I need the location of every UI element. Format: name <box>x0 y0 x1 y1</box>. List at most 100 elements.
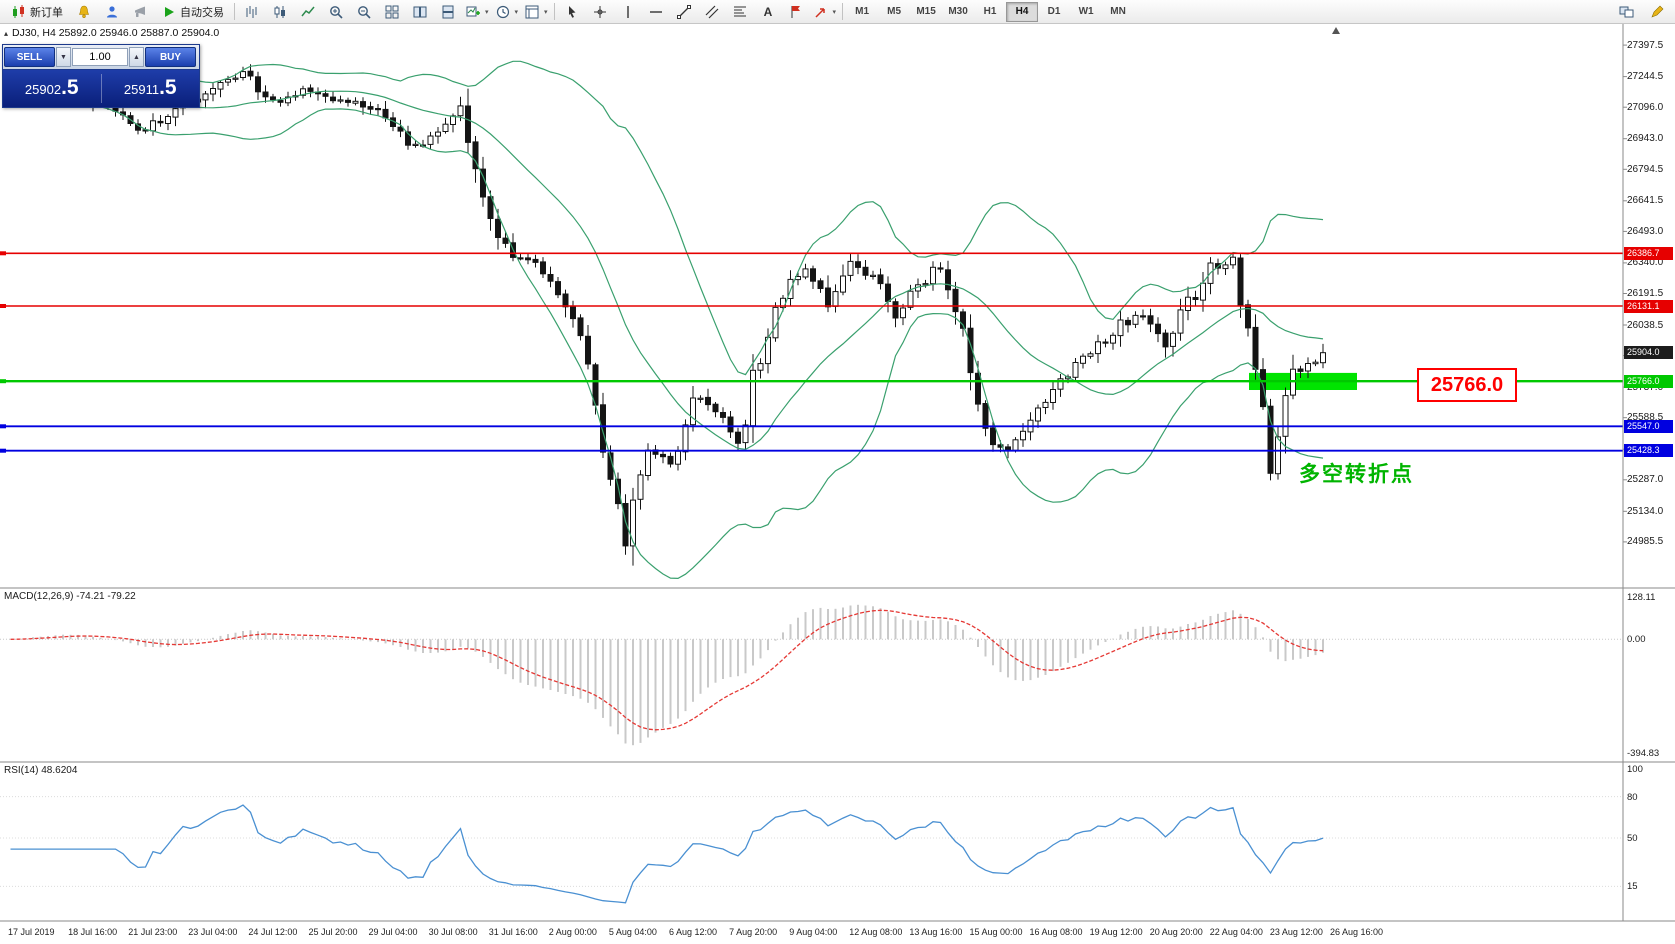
collapse-panel-icon[interactable]: ▴ <box>4 28 9 38</box>
buy-price[interactable]: 25911 .5 <box>102 70 200 107</box>
candle-body <box>262 91 269 98</box>
window-layout-button[interactable] <box>1613 1 1641 23</box>
label-button[interactable] <box>782 1 810 23</box>
crosshair-icon <box>593 5 606 18</box>
volume-input[interactable] <box>72 48 128 66</box>
timeframe-w1-button[interactable]: W1 <box>1078 6 1094 17</box>
auto-scroll-marker-icon[interactable] <box>1332 27 1340 34</box>
alerts-button[interactable] <box>70 1 98 23</box>
toolbar-separator <box>553 3 555 20</box>
main-toolbar: 新订单 自动交易 ▾ ▾ ▾ A ▾ M1 M5 M15 M30 H1 H4 D1 W1 MN <box>0 0 1675 24</box>
templates-button[interactable]: ▾ <box>521 1 551 23</box>
trade-panel-divider <box>100 74 102 103</box>
tile-windows-button[interactable] <box>378 1 406 23</box>
sell-price[interactable]: 25902 .5 <box>3 70 101 107</box>
candle-body <box>922 283 929 286</box>
arrows-button[interactable]: ▾ <box>810 1 840 23</box>
bell-icon <box>79 5 89 18</box>
candle-body <box>952 288 959 313</box>
timeframe-mn-button[interactable]: MN <box>1110 6 1126 17</box>
arrange-horizontal-button[interactable] <box>406 1 434 23</box>
candle-body <box>247 70 254 77</box>
timeframe-m15-button[interactable]: M15 <box>916 6 936 17</box>
horizontal-line-button[interactable] <box>642 1 670 23</box>
candle-body <box>1102 341 1109 344</box>
sell-button[interactable]: SELL <box>4 47 55 67</box>
periods-button[interactable]: ▾ <box>492 1 522 23</box>
line-handle[interactable] <box>0 424 6 429</box>
timeframe-m5-button[interactable]: M5 <box>887 6 902 17</box>
timeframe-h4-button[interactable]: H4 <box>1006 1 1039 22</box>
new-order-button-label: 新订单 <box>30 6 63 19</box>
zoom-out-button[interactable] <box>350 1 378 23</box>
line-chart-button[interactable] <box>294 1 322 23</box>
trendline-button[interactable] <box>670 1 698 23</box>
arrange-vertical-button[interactable] <box>434 1 462 23</box>
line-handle[interactable] <box>0 251 6 256</box>
toolbar-separator <box>234 3 235 20</box>
timeframe-m1-button[interactable]: M1 <box>855 6 870 17</box>
toolbar-right-group <box>1613 1 1671 23</box>
tline-icon <box>676 4 691 19</box>
candle-body <box>360 101 366 108</box>
auto-trading-button[interactable]: 自动交易 <box>154 1 231 23</box>
candle-body <box>825 287 831 308</box>
candle-body <box>637 474 644 500</box>
crosshair-button[interactable] <box>586 1 614 23</box>
price-scale[interactable] <box>1623 24 1675 921</box>
candle-body <box>727 416 734 433</box>
quick-edit-button[interactable] <box>1643 1 1671 23</box>
timeframe-m30-button[interactable]: M30 <box>948 6 968 17</box>
candle-body <box>615 478 621 505</box>
candle-body <box>675 450 681 465</box>
hline-icon <box>649 10 662 13</box>
candle-body <box>600 404 606 453</box>
vertical-line-button[interactable] <box>614 1 642 23</box>
timeframe-d1-button[interactable]: D1 <box>1047 6 1061 17</box>
candle-body <box>682 424 689 453</box>
candle-body <box>930 266 936 285</box>
candle-chart-button[interactable] <box>266 1 294 23</box>
bars-icon <box>246 5 257 18</box>
line-handle[interactable] <box>0 304 6 308</box>
news-button[interactable] <box>126 1 154 23</box>
candle-body <box>337 99 344 102</box>
volume-decrease-button[interactable]: ▼ <box>56 47 71 67</box>
candle-body <box>1162 332 1169 348</box>
cursor-icon <box>568 5 576 18</box>
new-order-button[interactable]: 新订单 <box>4 1 70 23</box>
cursor-button[interactable] <box>558 1 586 23</box>
line-handle[interactable] <box>0 448 6 453</box>
candle-body <box>982 403 989 429</box>
new-chart-button[interactable]: ▾ <box>462 1 492 23</box>
channel-button[interactable] <box>698 1 726 23</box>
trade-panel-prices: 25902 .5 25911 .5 <box>3 70 199 107</box>
text-button[interactable]: A <box>754 1 782 23</box>
candle-body <box>622 503 629 547</box>
candle-body <box>705 396 711 406</box>
profile-button[interactable] <box>98 1 126 23</box>
fibonacci-button[interactable] <box>726 1 754 23</box>
line-handle[interactable] <box>0 379 6 384</box>
candle-body <box>517 257 524 260</box>
candle-body <box>427 135 434 145</box>
volume-increase-button[interactable]: ▲ <box>129 47 144 67</box>
candle-body <box>937 267 944 270</box>
buy-button[interactable]: BUY <box>145 47 196 67</box>
candle-body <box>1305 363 1311 372</box>
time-scale[interactable] <box>0 921 1675 944</box>
candle-body <box>750 369 756 427</box>
candle-body <box>870 274 876 277</box>
trade-panel-controls: SELL ▼ ▲ BUY <box>3 45 199 70</box>
candle-body <box>832 291 839 307</box>
candle-body <box>960 311 966 329</box>
candle-body <box>540 261 546 275</box>
candle-body <box>990 427 996 446</box>
candle-body <box>442 123 449 132</box>
megaphone-icon <box>135 6 145 17</box>
bar-chart-button[interactable] <box>238 1 266 23</box>
timeframe-h1-button[interactable]: H1 <box>983 6 997 17</box>
buy-price-base: 25911 <box>123 82 160 97</box>
zoom-in-button[interactable] <box>322 1 350 23</box>
